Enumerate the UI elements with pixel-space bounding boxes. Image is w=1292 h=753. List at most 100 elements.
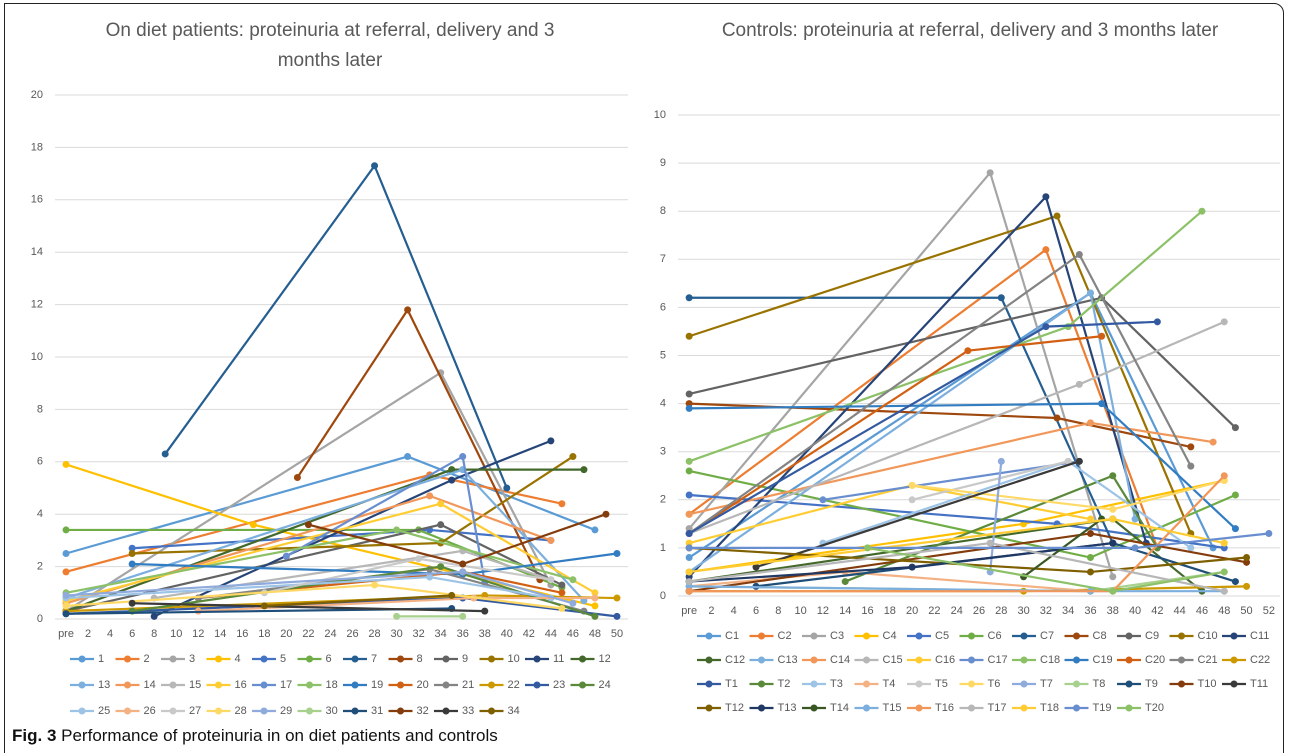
legend-label: 32 xyxy=(417,705,429,717)
x-tick-label: 10 xyxy=(795,605,807,617)
x-tick-label: 50 xyxy=(1240,605,1252,617)
x-tick-label: 44 xyxy=(1174,605,1186,617)
legend-label: 34 xyxy=(508,705,520,717)
legend-label: T20 xyxy=(1145,702,1164,714)
legend-marker xyxy=(1125,704,1133,712)
data-point xyxy=(448,591,456,599)
data-point xyxy=(128,550,136,557)
legend-label: C3 xyxy=(830,630,844,642)
data-point xyxy=(150,612,158,620)
legend-label: C2 xyxy=(778,630,792,642)
x-tick-label: 40 xyxy=(1129,605,1141,617)
data-point xyxy=(304,521,312,529)
legend-label: T13 xyxy=(778,702,797,714)
x-tick-label: 38 xyxy=(1107,605,1119,617)
legend-label: C12 xyxy=(725,654,745,666)
legend-label: 16 xyxy=(235,679,247,691)
legend-marker xyxy=(1020,680,1028,688)
legend-marker xyxy=(1020,656,1028,664)
x-tick-label: 4 xyxy=(731,605,737,617)
x-tick-label: 42 xyxy=(523,628,535,640)
data-point xyxy=(371,581,379,589)
x-tick-label: 14 xyxy=(839,605,851,617)
data-point xyxy=(404,306,412,314)
data-point xyxy=(1075,250,1083,258)
caption-text: Performance of proteinuria in on diet pa… xyxy=(61,726,498,745)
legend-marker xyxy=(124,707,131,715)
data-point xyxy=(1198,207,1206,215)
data-point xyxy=(1042,193,1050,201)
legend-label: 10 xyxy=(508,653,520,665)
data-point xyxy=(547,536,555,544)
data-point xyxy=(613,612,621,620)
series-line xyxy=(689,296,1114,544)
y-tick-label: 4 xyxy=(37,508,43,520)
data-point xyxy=(685,529,693,537)
legend-marker xyxy=(1073,656,1080,664)
y-tick-label: 8 xyxy=(660,205,666,217)
legend-marker xyxy=(351,707,359,715)
legend-label: C18 xyxy=(1040,654,1060,666)
data-point xyxy=(481,607,489,615)
legend-marker xyxy=(758,632,765,640)
legend-marker xyxy=(968,704,975,712)
data-point xyxy=(841,578,849,586)
legend-label: C4 xyxy=(883,630,897,642)
x-tick-label: 2 xyxy=(85,628,91,640)
x-tick-label: 20 xyxy=(906,605,918,617)
legend-marker xyxy=(705,632,713,640)
data-point xyxy=(459,568,467,576)
x-tick-label: 22 xyxy=(928,605,940,617)
legend-label: 1 xyxy=(98,653,104,665)
y-tick-label: 20 xyxy=(31,89,43,101)
data-point xyxy=(685,578,693,586)
frame xyxy=(4,3,1284,753)
x-tick-label: 36 xyxy=(1084,605,1096,617)
x-tick-label: 46 xyxy=(567,628,579,640)
legend-label: 7 xyxy=(371,653,377,665)
x-tick-label: 26 xyxy=(973,605,985,617)
data-point xyxy=(591,612,599,620)
data-point xyxy=(569,599,577,607)
data-point xyxy=(558,605,566,613)
legend-label: T7 xyxy=(1040,678,1053,690)
data-point xyxy=(1086,289,1094,297)
x-tick-label: 34 xyxy=(435,628,447,640)
legend-label: 2 xyxy=(144,653,150,665)
legend-marker xyxy=(306,681,313,689)
x-tick-label: pre xyxy=(58,628,74,640)
x-tick-label: 18 xyxy=(258,628,270,640)
legend-label: T18 xyxy=(1040,702,1059,714)
data-point xyxy=(558,589,566,597)
data-point xyxy=(1220,318,1228,326)
x-tick-label: 32 xyxy=(1040,605,1052,617)
data-point xyxy=(685,294,693,302)
legend-label: 8 xyxy=(417,653,423,665)
data-point xyxy=(685,582,693,590)
x-tick-label: 8 xyxy=(775,605,781,617)
data-point xyxy=(128,599,136,607)
data-point xyxy=(591,526,599,534)
legend-label: C16 xyxy=(935,654,955,666)
x-tick-label: 36 xyxy=(457,628,469,640)
legend-label: T2 xyxy=(778,678,791,690)
legend-label: T9 xyxy=(1145,678,1158,690)
legend-marker xyxy=(533,681,541,689)
legend-label: 9 xyxy=(462,653,468,665)
legend-marker xyxy=(810,656,818,664)
data-point xyxy=(685,587,693,595)
data-point xyxy=(685,332,693,340)
legend-marker xyxy=(169,681,177,689)
data-point xyxy=(908,481,916,489)
data-point xyxy=(1187,443,1195,451)
x-tick-label: 46 xyxy=(1196,605,1208,617)
legend-label: T3 xyxy=(830,678,843,690)
x-tick-label: 18 xyxy=(884,605,896,617)
legend-marker xyxy=(442,681,450,689)
legend-marker xyxy=(810,704,818,712)
data-point xyxy=(685,568,693,576)
data-point xyxy=(371,162,379,170)
data-point xyxy=(1064,457,1072,465)
x-tick-label: 48 xyxy=(589,628,601,640)
data-point xyxy=(613,550,621,557)
